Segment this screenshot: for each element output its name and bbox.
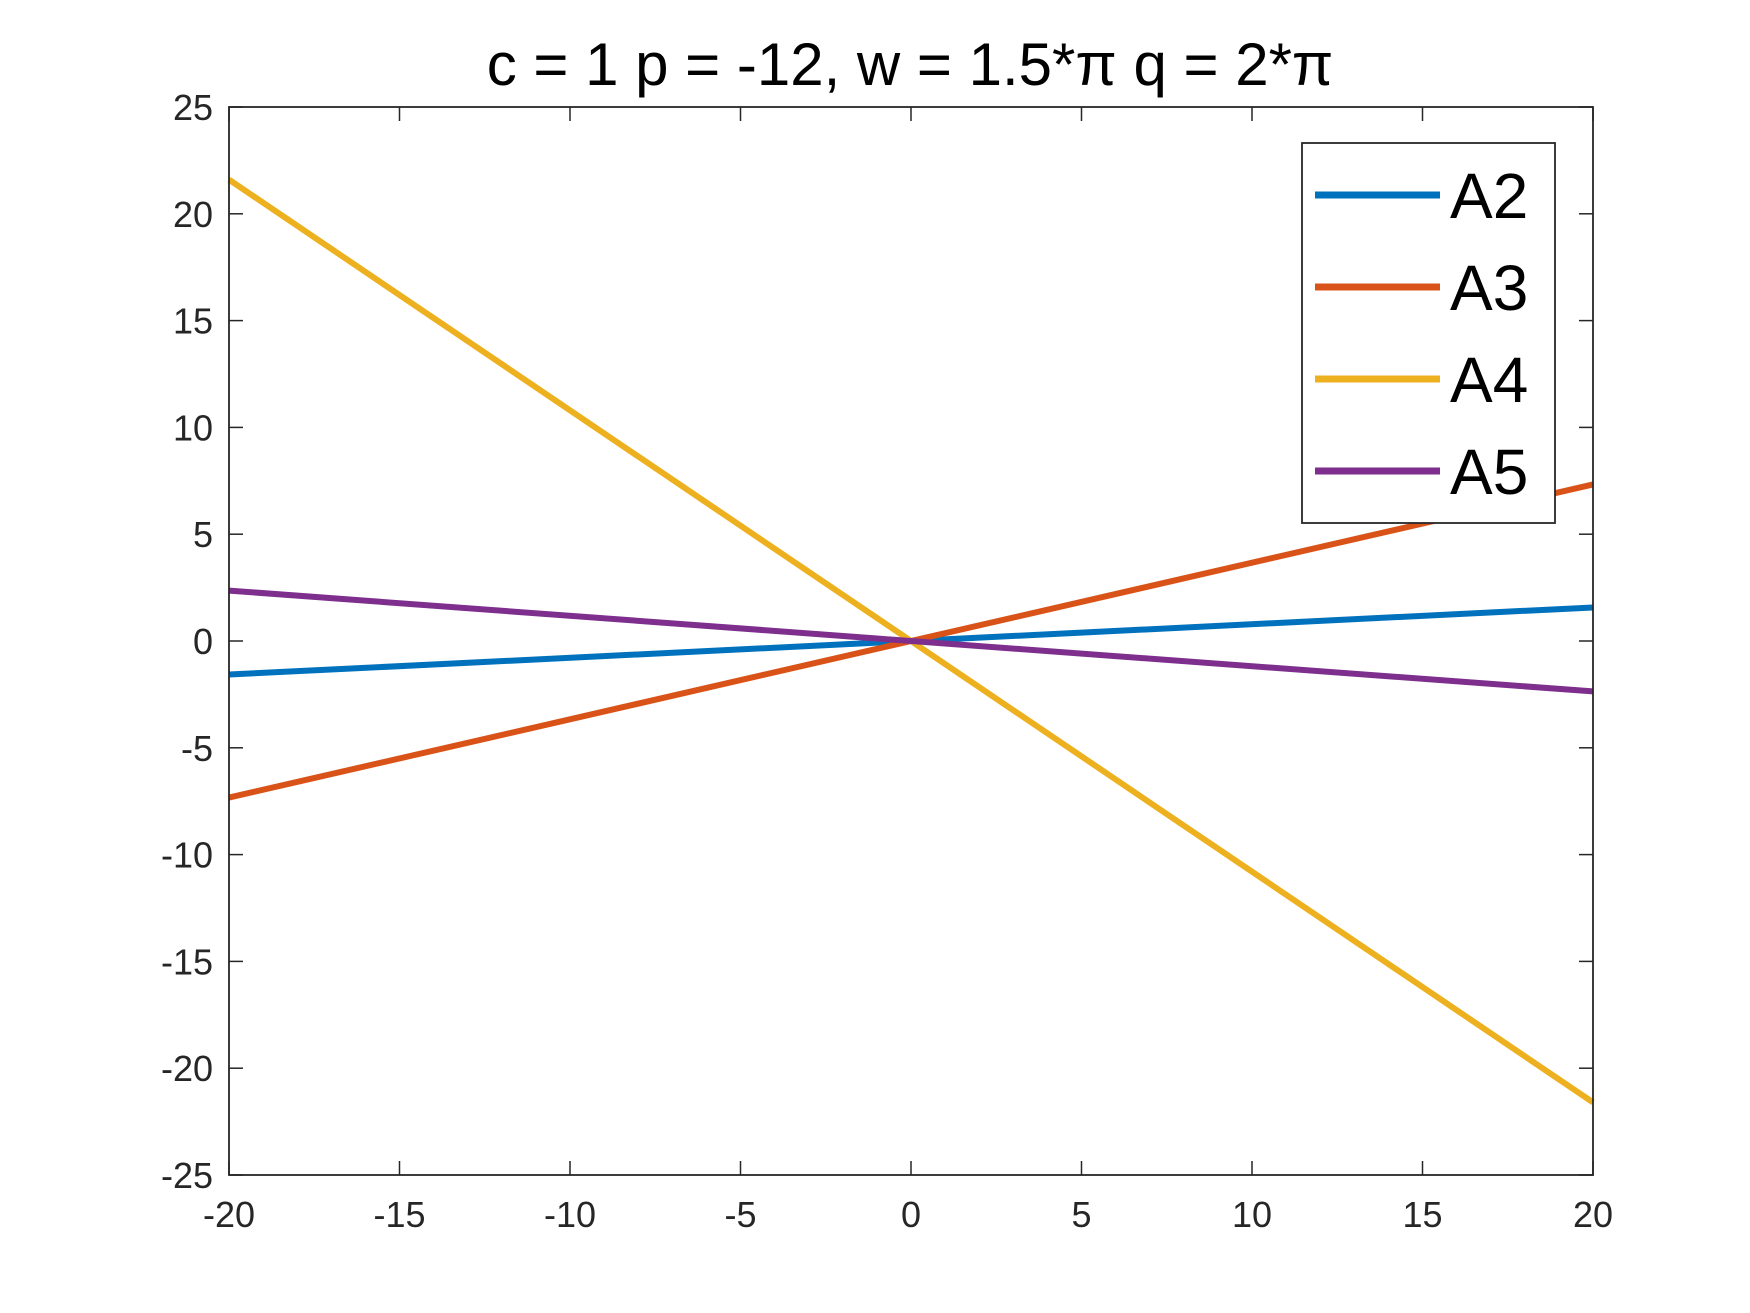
- x-tick-label: -20: [203, 1194, 255, 1235]
- y-tick-label: 20: [173, 194, 213, 235]
- x-tick-label: -5: [724, 1194, 756, 1235]
- legend-label-a3: A3: [1450, 252, 1528, 324]
- x-tick-label: 15: [1402, 1194, 1442, 1235]
- y-tick-label: 15: [173, 301, 213, 342]
- y-tick-label: -10: [161, 835, 213, 876]
- axes-frame: [228, 106, 1594, 1176]
- x-tick-label: -10: [544, 1194, 596, 1235]
- y-tick-label: -20: [161, 1048, 213, 1089]
- y-tick-label: 5: [193, 514, 213, 555]
- x-tick-label: -15: [373, 1194, 425, 1235]
- series-line-a5: [228, 587, 1594, 695]
- x-tick-label: 0: [901, 1194, 921, 1235]
- plot-area: -20 -15 -10 -5 0 5 10 15 20-25-20-15-10-50510152…: [161, 87, 1613, 1235]
- legend: [1301, 142, 1556, 524]
- y-tick-label: 0: [193, 621, 213, 662]
- x-tick-label: 20: [1573, 1194, 1613, 1235]
- y-tick-label: 25: [173, 87, 213, 128]
- legend-label-a4: A4: [1450, 344, 1528, 416]
- legend-label-a2: A2: [1450, 160, 1528, 232]
- legend-label-a5: A5: [1450, 436, 1528, 508]
- y-tick-label: -25: [161, 1155, 213, 1196]
- x-tick-label: 5: [1071, 1194, 1091, 1235]
- y-tick-label: 10: [173, 407, 213, 448]
- chart-title: c = 1 p = -12, w = 1.5*π q = 2*π: [487, 31, 1334, 98]
- y-tick-label: -15: [161, 941, 213, 982]
- y-tick-label: -5: [181, 728, 213, 769]
- x-tick-label: 10: [1232, 1194, 1272, 1235]
